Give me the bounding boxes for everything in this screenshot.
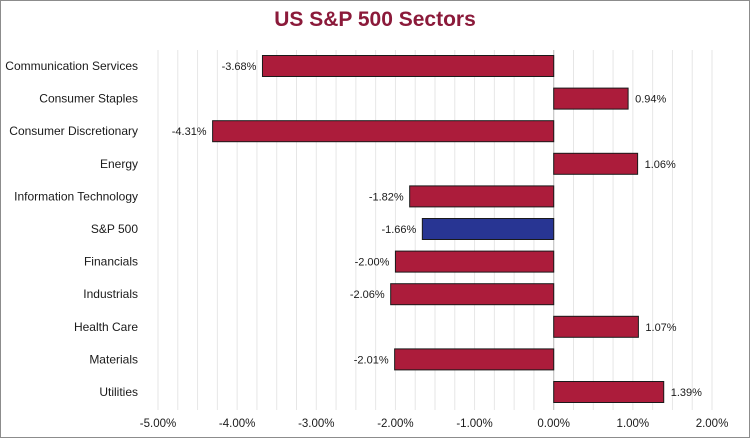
category-label: Financials [84,255,138,269]
x-tick-label: -4.00% [219,418,255,430]
category-label: Industrials [83,287,138,301]
x-tick-label: -3.00% [298,418,334,430]
data-label: 1.39% [671,387,702,399]
bar-utilities [553,381,665,403]
data-label: -4.31% [172,126,207,138]
data-label: -3.68% [222,61,257,73]
category-label: Materials [89,352,138,366]
category-label: Health Care [74,320,138,334]
x-tick-label: 0.00% [537,418,570,430]
data-label: -2.06% [350,289,385,301]
x-tick-label: -2.00% [377,418,413,430]
data-label: -1.66% [381,224,416,236]
bar-industrials [390,283,555,306]
category-label: Utilities [99,385,138,399]
bar-materials [394,348,555,371]
bar-consumer-staples [553,87,629,110]
data-label: -2.01% [354,354,389,366]
category-label: Consumer Discretionary [9,124,138,138]
bar-financials [394,250,555,273]
bar-s-p-500 [421,218,555,240]
data-label: -2.00% [355,257,390,269]
x-tick-label: 2.00% [696,418,729,430]
data-label: -1.82% [369,191,404,203]
x-tick-label: -1.00% [456,418,492,430]
category-label: Information Technology [14,189,138,203]
category-label: Energy [100,157,138,171]
data-label: 0.94% [635,94,666,106]
x-tick-label: -5.00% [140,418,176,430]
category-label: S&P 500 [91,222,138,236]
data-label: 1.06% [645,159,676,171]
bar-energy [553,152,639,175]
chart-title: US S&P 500 Sectors [274,8,476,31]
bar-information-technology [409,185,555,208]
bar-communication-services [261,55,555,77]
x-tick-label: 1.00% [617,418,650,430]
category-label: Communication Services [5,59,138,73]
data-label: 1.07% [645,322,676,334]
category-label: Consumer Staples [39,92,138,106]
bar-consumer-discretionary [212,120,555,143]
bar-health-care [553,315,639,338]
